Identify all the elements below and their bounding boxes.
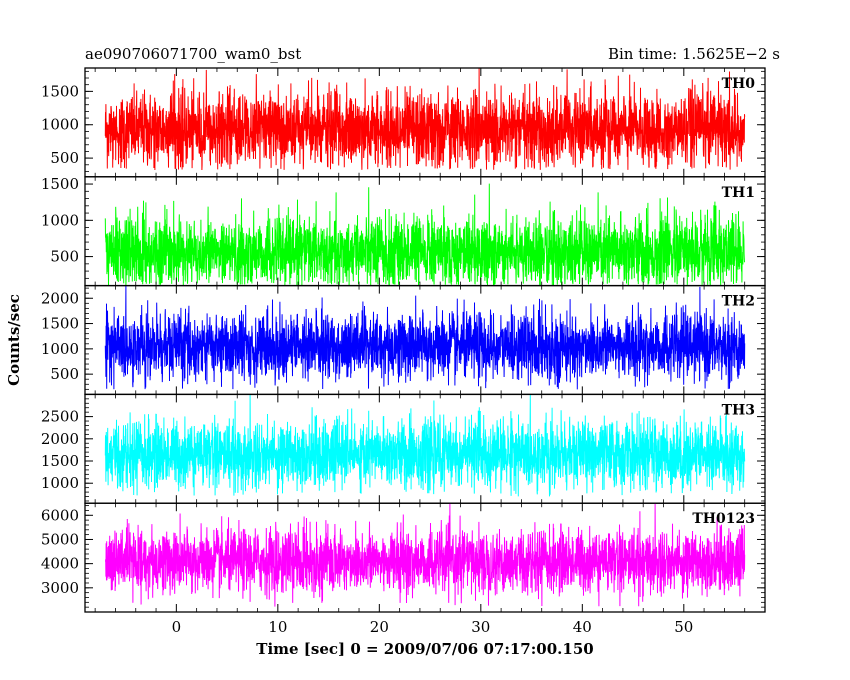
series-line-th0: [104, 68, 746, 170]
series-label-th2: TH2: [722, 294, 755, 310]
y-tick-label: 500: [50, 248, 79, 266]
series-label-th0123: TH0123: [692, 511, 755, 527]
series-line-th3: [104, 394, 746, 497]
y-tick-label: 3000: [41, 579, 79, 597]
y-tick-label: 1000: [41, 116, 79, 134]
y-tick-label: 1500: [41, 175, 79, 193]
series-line-th0123: [105, 503, 746, 607]
y-tick-label: 6000: [41, 506, 79, 524]
y-tick-label: 2000: [41, 289, 79, 307]
x-tick-label: 20: [370, 618, 389, 636]
series-label-th1: TH1: [722, 185, 755, 201]
panel-frame-th0123: [84, 502, 766, 613]
chart-title-left: ae090706071700_wam0_bst: [85, 45, 301, 63]
y-tick-label: 1500: [41, 452, 79, 470]
y-axis-title: Counts/sec: [5, 294, 23, 386]
y-tick-label: 1500: [41, 315, 79, 333]
y-tick-label: 5000: [41, 530, 79, 548]
y-tick-label: 4000: [41, 555, 79, 573]
y-tick-label: 1000: [41, 474, 79, 492]
y-tick-label: 500: [50, 149, 79, 167]
x-tick-label: 40: [573, 618, 592, 636]
series-label-th0: TH0: [722, 76, 756, 92]
x-tick-label: 30: [471, 618, 490, 636]
x-tick-label: 50: [674, 618, 693, 636]
y-tick-label: 1500: [41, 82, 79, 100]
y-tick-label: 1000: [41, 340, 79, 358]
x-tick-label: 0: [172, 618, 182, 636]
y-tick-label: 500: [50, 365, 79, 383]
x-axis-title: Time [sec] 0 = 2009/07/06 07:17:00.150: [256, 640, 593, 658]
chart-title-right: Bin time: 1.5625E−2 s: [608, 45, 780, 63]
series-line-th1: [104, 183, 746, 286]
y-tick-label: 2500: [41, 408, 79, 426]
y-tick-label: 2000: [41, 430, 79, 448]
x-tick-label: 10: [268, 618, 287, 636]
series-line-th2: [104, 285, 746, 390]
series-label-th3: TH3: [722, 402, 755, 418]
y-tick-label: 1000: [41, 211, 79, 229]
